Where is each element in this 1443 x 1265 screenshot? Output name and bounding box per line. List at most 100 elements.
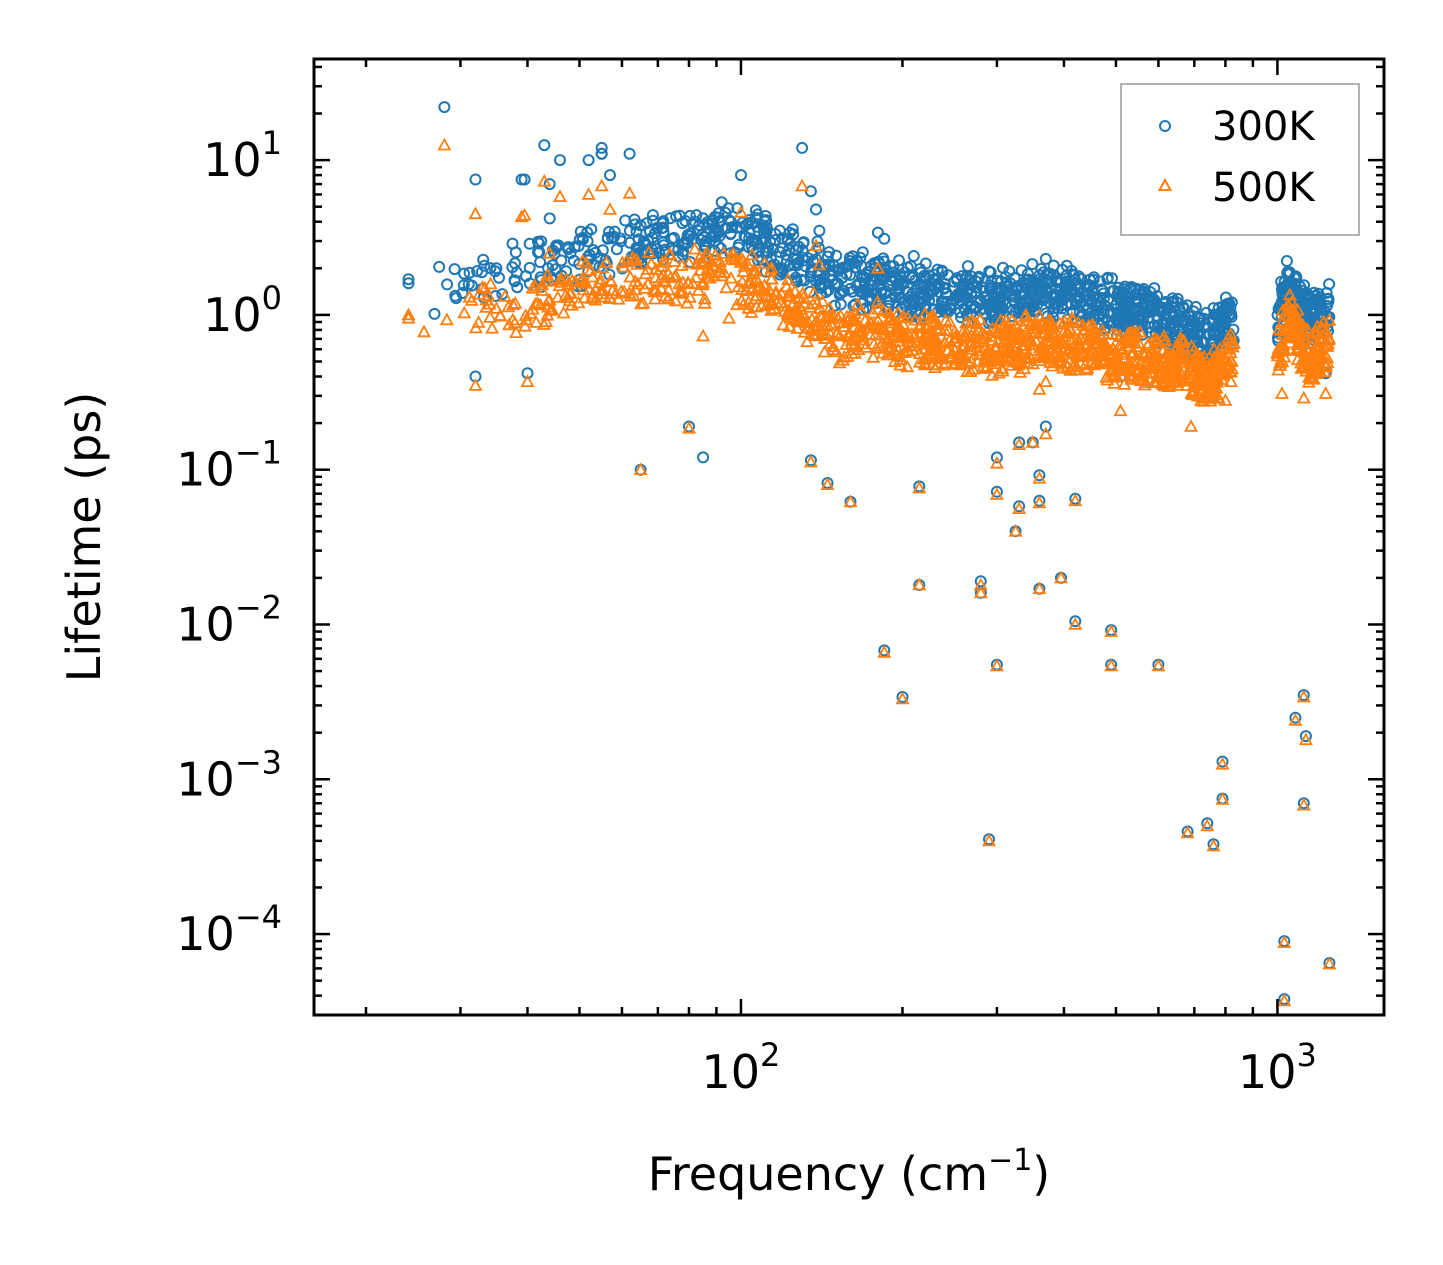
point-500k	[655, 254, 670, 268]
point-300k	[623, 224, 636, 237]
point-500k	[1038, 318, 1053, 331]
point-500k	[863, 315, 878, 329]
point-500k	[940, 343, 955, 356]
point-500k	[937, 334, 952, 348]
point-300k	[585, 223, 598, 236]
point-500k	[672, 276, 687, 290]
point-300k	[912, 295, 925, 308]
point-500k	[658, 288, 673, 302]
point-500k	[942, 333, 957, 346]
point-500k	[1204, 383, 1219, 397]
point-500k	[1170, 378, 1185, 391]
point-500k	[1296, 390, 1311, 404]
point-300k	[1118, 283, 1131, 296]
point-500k	[820, 317, 835, 331]
point-500k	[832, 328, 847, 342]
point-500k	[1046, 337, 1061, 350]
point-300k	[889, 291, 902, 304]
point-500k	[854, 303, 869, 316]
point-500k	[1147, 350, 1162, 364]
point-300k	[676, 237, 689, 250]
point-300k	[1033, 469, 1046, 482]
point-500k	[622, 286, 637, 299]
x-tick-label: 103	[1238, 1036, 1317, 1099]
point-300k	[1078, 291, 1091, 304]
point-500k	[602, 202, 618, 215]
point-500k	[1135, 364, 1151, 378]
point-500k	[837, 319, 852, 333]
point-500k	[1048, 329, 1063, 342]
point-500k	[554, 275, 569, 288]
point-300k	[1299, 730, 1312, 743]
point-500k	[1215, 756, 1230, 770]
point-500k	[818, 326, 833, 339]
point-300k	[604, 169, 616, 182]
point-300k	[637, 235, 650, 248]
point-300k	[1323, 278, 1336, 291]
point-500k	[917, 306, 933, 320]
point-500k	[829, 327, 844, 340]
point-500k	[497, 289, 513, 302]
point-500k	[977, 352, 992, 366]
point-500k	[1284, 294, 1299, 308]
legend-marker-500k	[1157, 177, 1173, 191]
point-500k	[877, 327, 892, 341]
point-500k	[537, 173, 552, 187]
point-500k	[576, 282, 591, 296]
point-300k	[760, 221, 773, 234]
point-500k	[1276, 337, 1291, 351]
point-300k	[1106, 272, 1118, 285]
point-500k	[1200, 818, 1215, 832]
point-500k	[1184, 339, 1199, 352]
point-300k	[1297, 291, 1310, 304]
point-500k	[1277, 993, 1292, 1007]
point-300k	[533, 246, 546, 259]
point-300k	[855, 259, 867, 272]
point-500k	[881, 344, 897, 357]
point-300k	[812, 241, 825, 254]
point-300k	[1039, 273, 1052, 286]
point-500k	[833, 308, 848, 322]
point-500k	[1137, 346, 1152, 360]
point-500k	[1184, 386, 1199, 399]
point-300k	[828, 299, 841, 312]
point-300k	[782, 243, 795, 256]
point-500k	[844, 346, 860, 359]
point-300k	[1037, 280, 1050, 292]
point-300k	[856, 246, 869, 259]
point-300k	[722, 202, 735, 215]
point-300k	[1026, 287, 1039, 300]
point-500k	[815, 294, 830, 307]
plot-area	[401, 101, 1337, 1007]
point-500k	[629, 252, 644, 265]
point-300k	[724, 228, 737, 241]
point-500k	[989, 455, 1004, 469]
point-300k	[630, 225, 643, 238]
point-300k	[1021, 268, 1034, 280]
point-300k	[739, 230, 752, 243]
point-500k	[1313, 331, 1328, 345]
point-500k	[637, 281, 652, 294]
point-500k	[1194, 350, 1209, 364]
point-300k	[1143, 321, 1156, 334]
point-300k	[1123, 296, 1136, 309]
point-300k	[402, 277, 415, 290]
x-axis-label: Frequency (cm−1)	[648, 1143, 1051, 1201]
point-500k	[982, 345, 997, 359]
point-500k	[644, 256, 659, 270]
point-500k	[1071, 362, 1086, 376]
point-500k	[989, 487, 1004, 500]
point-500k	[1058, 329, 1073, 342]
point-300k	[959, 273, 972, 286]
point-500k	[1038, 426, 1053, 440]
point-500k	[1053, 570, 1069, 584]
point-300k	[983, 297, 996, 310]
x-tick-labels: 102 103	[702, 1036, 1317, 1099]
point-500k	[1322, 313, 1337, 326]
point-500k	[886, 313, 901, 327]
point-500k	[1112, 328, 1127, 342]
point-500k	[693, 263, 708, 276]
point-300k	[1039, 252, 1052, 265]
point-300k	[1009, 296, 1022, 309]
point-300k	[657, 221, 670, 234]
